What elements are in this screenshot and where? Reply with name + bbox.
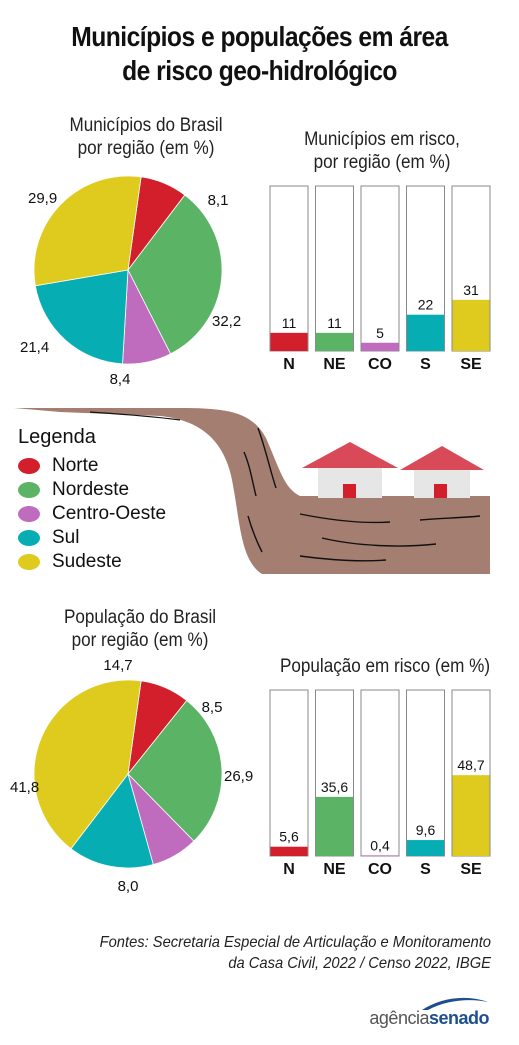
bar-category-label: S (420, 356, 431, 373)
bar-category-label: N (283, 356, 295, 373)
bar-value-label: 0,4 (370, 837, 390, 853)
bar-value-label: 22 (418, 297, 434, 313)
bar-n (270, 332, 308, 351)
bar-category-label: NE (323, 861, 346, 878)
pie-slice-nordeste (127, 700, 223, 842)
bar-ne (316, 796, 353, 856)
pie-chart-populacao: 8,5 26,9 8,0 14,7 41,8 (10, 657, 253, 895)
pie2-title-line2: por região (em %) (71, 630, 209, 651)
bar-value-label: 35,6 (321, 779, 348, 795)
bar-frame (269, 689, 309, 857)
house-icon (302, 442, 398, 498)
bar2-title: População em risco (em %) (264, 655, 507, 678)
bar-chart-populacao-risco: 5,6 N 35,6 NE 0,4 CO 9,6 S 48,7 SE (269, 689, 491, 878)
landslide-illustration (14, 408, 490, 574)
sources-footer: Fontes: Secretaria Especial de Articulaç… (49, 932, 491, 974)
bar-co (361, 855, 399, 856)
bar-se (452, 775, 490, 856)
main-title-line1: Municípios e populações em área (71, 21, 448, 52)
bar-value-label: 9,6 (416, 822, 436, 838)
legend-label: Centro-Oeste (52, 503, 167, 524)
legend-label: Nordeste (52, 479, 130, 500)
pie1-title-line2: por região (em %) (77, 138, 215, 159)
bar-category-label: SE (460, 861, 482, 878)
bar-frame (360, 689, 400, 857)
pie-value-label: 26,9 (224, 768, 253, 785)
bar-value-label: 5,6 (279, 829, 299, 845)
pie-slice-sudeste (33, 679, 142, 850)
sources-line1: Fontes: Secretaria Especial de Articulaç… (99, 934, 491, 951)
pie-slice-sudeste (33, 175, 142, 287)
pie-value-label: 32,2 (212, 313, 241, 330)
bar-frame (315, 185, 354, 352)
legend-swatch (18, 458, 40, 474)
bar1-title-line1: Municípios em risco, (304, 129, 460, 150)
bar-frame (406, 689, 445, 857)
pie-value-label: 8,0 (118, 878, 139, 895)
legend: Legenda Norte Nordeste Centro-Oeste Sul … (18, 426, 166, 574)
pie-value-label: 8,4 (110, 371, 131, 388)
legend-item-centro-oeste: Centro-Oeste (18, 502, 166, 526)
legend-title: Legenda (18, 426, 96, 448)
bar-se (452, 299, 490, 351)
bar-s (407, 840, 444, 856)
logo-part2: senado (428, 1008, 490, 1028)
legend-item-nordeste: Nordeste (18, 478, 166, 502)
main-title: Municípios e populações em área de risco… (31, 20, 488, 88)
bar2-title-line1: População em risco (em %) (279, 656, 491, 677)
bar1-title: Municípios em risco, por região (em %) (265, 128, 499, 174)
sources-line2: da Casa Civil, 2022 / Censo 2022, IBGE (228, 955, 491, 972)
pie1-title-line1: Municípios do Brasil (69, 115, 223, 136)
bar-category-label: S (420, 861, 431, 878)
bar-category-label: NE (323, 356, 346, 373)
legend-swatch (18, 530, 40, 546)
pie-value-label: 21,4 (20, 339, 49, 356)
bar-n (270, 846, 308, 856)
pie-value-label: 8,1 (208, 192, 229, 209)
legend-item-norte: Norte (18, 454, 166, 478)
bar-frame (360, 185, 400, 352)
logo-swoosh-icon (422, 997, 488, 1010)
bar-category-label: SE (460, 356, 482, 373)
pie-value-label: 29,9 (28, 190, 57, 207)
pie-value-label: 41,8 (10, 779, 39, 796)
pie1-title: Municípios do Brasil por região (em %) (38, 114, 254, 160)
legend-label: Norte (52, 455, 99, 476)
pie-chart-municipios: 8,1 32,2 8,4 21,4 29,9 (20, 175, 241, 388)
agencia-senado-logo: agênciasenado (369, 1008, 489, 1029)
legend-item-sul: Sul (18, 526, 166, 550)
house-icon (400, 446, 484, 498)
bar-category-label: CO (368, 356, 392, 373)
bar-ne (316, 332, 353, 351)
pie-slice-nordeste (127, 194, 223, 355)
legend-swatch (18, 482, 40, 498)
pie-slice-sul (70, 773, 154, 869)
bar-value-label: 5 (376, 325, 384, 341)
bar-value-label: 11 (327, 315, 342, 331)
pie-value-label: 14,7 (103, 657, 132, 674)
pie2-title: População do Brasil por região (em %) (32, 606, 248, 652)
bar-category-label: CO (368, 861, 392, 878)
legend-label: Sudeste (52, 551, 122, 572)
legend-swatch (18, 506, 40, 522)
bar1-title-line2: por região (em %) (313, 152, 451, 173)
bar-chart-municipios-risco: 11 N 11 NE 5 CO 22 S 31 SE (269, 185, 491, 373)
logo-part1: agência (369, 1008, 429, 1028)
legend-item-sudeste: Sudeste (18, 550, 166, 574)
legend-label: Sul (52, 527, 80, 548)
bar-category-label: N (283, 861, 295, 878)
bar-value-label: 48,7 (457, 757, 484, 773)
main-title-line2: de risco geo-hidrológico (122, 55, 397, 86)
bar-value-label: 31 (463, 282, 479, 298)
bar-co (361, 342, 399, 351)
pie2-title-line1: População do Brasil (63, 607, 217, 628)
bar-frame (269, 185, 309, 352)
pie-slice-sul (34, 269, 129, 365)
bar-value-label: 11 (282, 315, 297, 331)
legend-swatch (18, 554, 40, 570)
bar-s (407, 314, 444, 351)
pie-value-label: 8,5 (202, 699, 223, 716)
